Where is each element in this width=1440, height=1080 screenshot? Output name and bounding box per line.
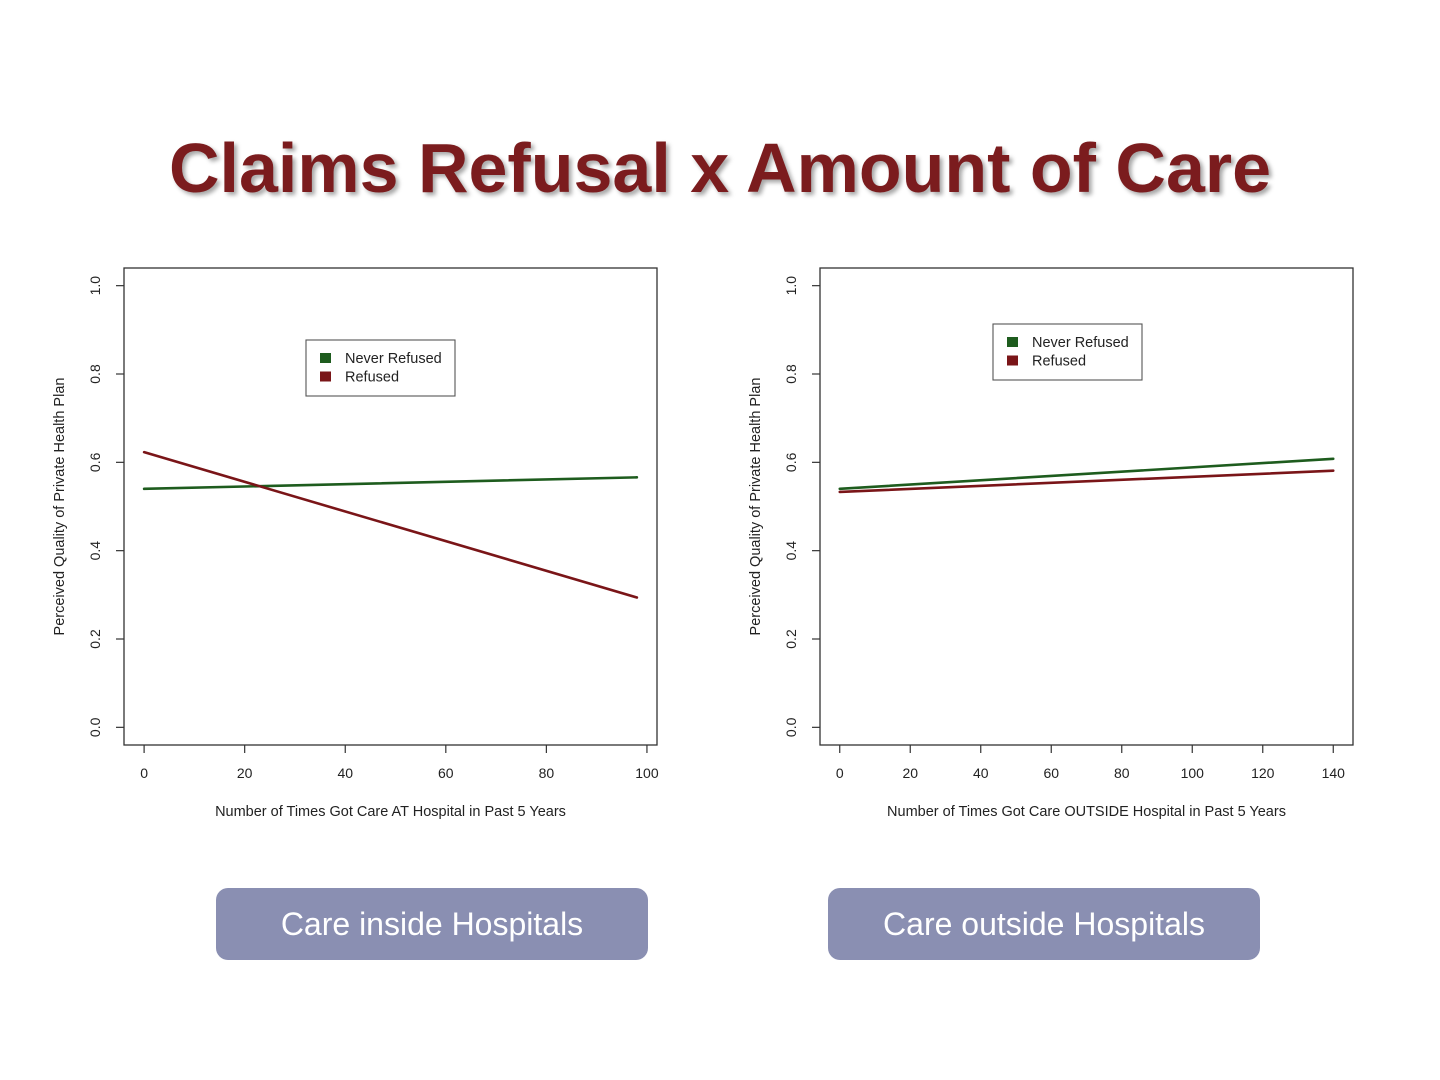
x-tick-label: 0: [836, 765, 844, 781]
y-tick-label: 0.6: [87, 452, 103, 472]
legend-swatch: [320, 353, 331, 363]
caption-care-outside-hospitals[interactable]: Care outside Hospitals: [828, 888, 1260, 960]
x-tick-label: 20: [902, 765, 918, 781]
legend-box: [992, 323, 1143, 381]
x-tick-label: 120: [1251, 765, 1275, 781]
legend-swatch: [320, 371, 331, 382]
series-line-never-refused: [838, 457, 1335, 491]
y-tick-label: 0.6: [783, 452, 799, 472]
caption-care-inside-hospitals[interactable]: Care inside Hospitals: [216, 888, 648, 960]
x-tick-label: 80: [1114, 765, 1130, 781]
x-tick-label: 100: [1181, 765, 1205, 781]
x-tick-label: 0: [140, 765, 148, 781]
y-tick-label: 0.2: [783, 629, 799, 649]
y-tick-label: 0.0: [87, 717, 103, 737]
x-tick-label: 40: [973, 765, 989, 781]
slide-title: Claims Refusal x Amount of Care: [168, 129, 1272, 207]
y-tick-label: 0.8: [783, 364, 799, 384]
legend-label: Never Refused: [345, 351, 442, 367]
x-axis-label: Number of Times Got Care AT Hospital in …: [215, 804, 566, 820]
legend-box: [305, 339, 456, 397]
x-axis-label: Number of Times Got Care OUTSIDE Hospita…: [887, 804, 1286, 820]
y-tick-label: 0.8: [87, 364, 103, 384]
y-tick-label: 0.0: [783, 717, 799, 737]
series-line-refused: [838, 469, 1335, 494]
chart-care-outside-hospitals: 0 20 40 60 80 100 120 140 0.0 0.2 0.4 0.6 0.8 1.0 Numb…: [748, 267, 1354, 820]
y-axis-label: Perceived Quality of Private Health Plan: [748, 378, 764, 636]
x-tick-label: 60: [1043, 765, 1059, 781]
x-tick-label: 80: [539, 765, 555, 781]
x-tick-label: 20: [237, 765, 253, 781]
legend-label: Never Refused: [1032, 335, 1129, 351]
x-tick-label: 140: [1322, 765, 1346, 781]
legend-label: Refused: [1032, 354, 1086, 370]
legend-swatch: [1007, 355, 1018, 366]
chart-care-inside-hospitals: 0 20 40 60 80 100 0.0 0.2 0.4 0.6 0.8 1.0 Number of …: [52, 267, 659, 820]
y-tick-label: 0.2: [87, 629, 103, 649]
series-line-refused: [142, 450, 639, 599]
y-tick-label: 1.0: [87, 276, 103, 296]
series-line-never-refused: [142, 476, 639, 491]
y-tick-label: 0.4: [87, 541, 103, 561]
legend-label: Refused: [345, 370, 399, 386]
legend-swatch: [1007, 337, 1018, 347]
y-tick-label: 0.4: [783, 541, 799, 561]
x-tick-label: 60: [438, 765, 454, 781]
x-tick-label: 40: [337, 765, 353, 781]
y-tick-label: 1.0: [783, 276, 799, 296]
x-tick-label: 100: [635, 765, 659, 781]
y-axis-label: Perceived Quality of Private Health Plan: [52, 378, 68, 636]
